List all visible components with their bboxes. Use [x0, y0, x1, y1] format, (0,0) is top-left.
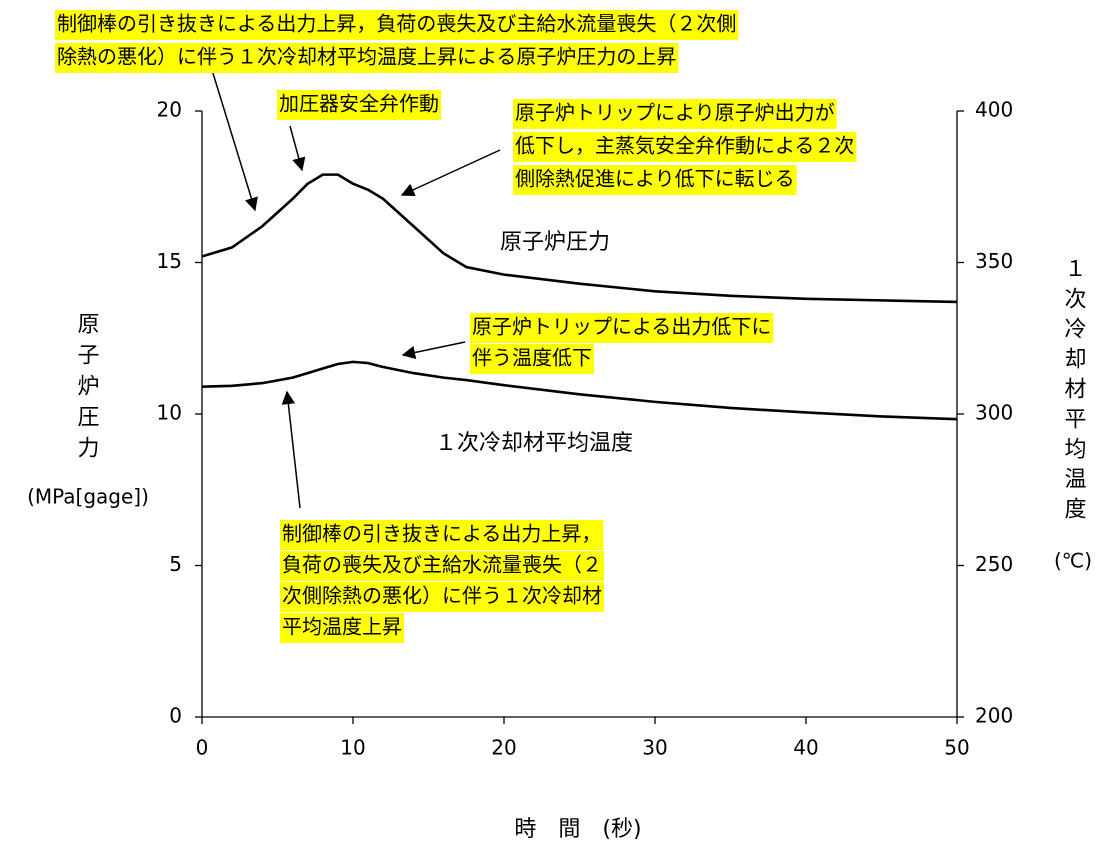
annotation: 低下し，主蒸気安全弁作動による２次: [515, 134, 854, 158]
x-tick-label: 0: [196, 736, 209, 760]
x-tick-label: 10: [340, 736, 365, 760]
annotation-highlight: [280, 520, 604, 550]
x-tick-label: 20: [491, 736, 516, 760]
y2-tick-label: 250: [975, 552, 1013, 576]
y-tick-label: 15: [157, 249, 182, 273]
y2-axis-label: １次冷却材平均温度: [1061, 257, 1087, 527]
y-axis-label: 原子炉圧力: [74, 312, 100, 467]
annotation-highlight: [513, 165, 797, 195]
series-label: 原子炉圧力: [500, 230, 610, 255]
annotation-highlight: [513, 99, 837, 129]
x-tick-label: 50: [944, 736, 969, 760]
annotation-highlight: [470, 313, 774, 343]
annotation: 次側除熱の悪化）に伴う１次冷却材: [282, 584, 602, 608]
y-tick-label: 0: [169, 704, 182, 728]
annotation-highlight: [280, 613, 404, 643]
arrows: [211, 69, 501, 509]
y-tick-label: 10: [157, 401, 182, 425]
annotation: 負荷の喪失及び主給水流量喪失（２: [282, 553, 602, 577]
y2-tick-label: 350: [975, 249, 1013, 273]
annotation-highlight: [280, 551, 604, 581]
y2-axis-unit: (℃): [1054, 549, 1092, 573]
y-axis-unit: (MPa[gage]): [27, 485, 149, 509]
annotation-highlight: [277, 90, 441, 120]
annotation-highlight: [280, 582, 604, 612]
x-axis-label: 時 間 (秒): [514, 817, 641, 842]
annotation: 側除熱促進により低下に転じる: [515, 167, 795, 191]
annotation: 制御棒の引き抜きによる出力上昇，: [282, 522, 601, 546]
annotation: 伴う温度低下: [472, 346, 592, 370]
series-line: [201, 360, 958, 421]
x-tick-label: 30: [642, 736, 667, 760]
annotation-highlight: [55, 10, 739, 40]
annotation: 原子炉トリップによる出力低下に: [472, 315, 771, 339]
series-label: １次冷却材平均温度: [435, 431, 633, 456]
y2-tick-label: 400: [975, 98, 1013, 122]
annotation-highlight: [470, 344, 594, 374]
annotation: 原子炉トリップにより原子炉出力が: [515, 101, 835, 125]
annotation-highlight: [513, 132, 857, 162]
annotation-highlight: [55, 43, 679, 73]
annotation: 平均温度上昇: [282, 615, 402, 639]
y2-tick-label: 300: [975, 401, 1013, 425]
y-tick-label: 20: [157, 98, 182, 122]
series-line: [201, 173, 958, 304]
annotation: 加圧器安全弁作動: [279, 92, 439, 116]
annotation: 除熱の悪化）に伴う１次冷却材平均温度上昇による原子炉圧力の上昇: [57, 45, 676, 69]
x-tick-label: 40: [793, 736, 818, 760]
annotation: 制御棒の引き抜きによる出力上昇，負荷の喪失及び主給水流量喪失（２次側: [57, 12, 736, 36]
y2-tick-label: 200: [975, 704, 1013, 728]
y-tick-label: 5: [169, 552, 182, 576]
